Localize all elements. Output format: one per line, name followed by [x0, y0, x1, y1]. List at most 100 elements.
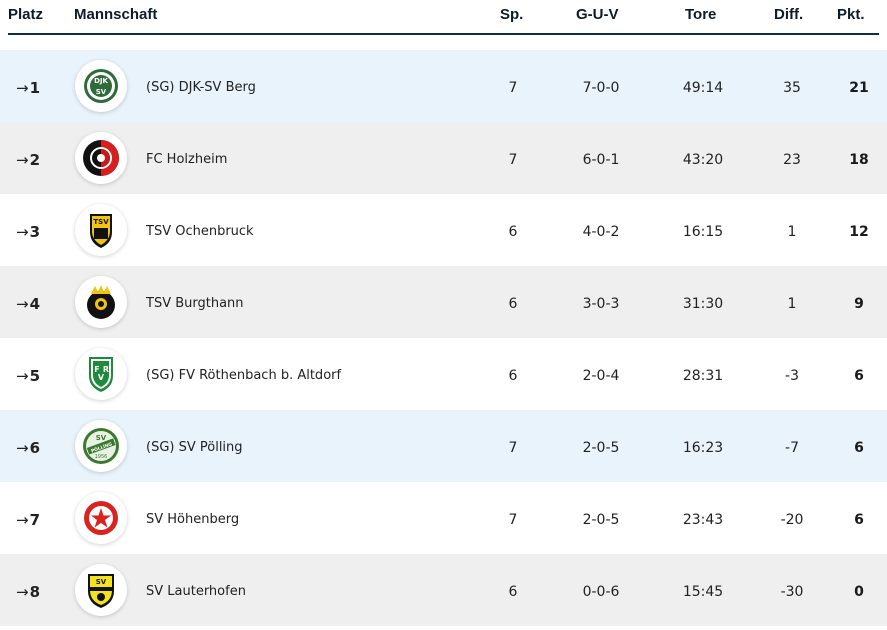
crest-text: SV — [96, 88, 107, 96]
table-row[interactable]: →2 FC Holzheim 7 6-0-1 43:20 23 18 — [0, 122, 887, 194]
fv-roethenbach-crest-icon[interactable]: F V R — [75, 348, 127, 400]
goals: 49:14 — [682, 80, 724, 96]
win-draw-loss: 2-0-5 — [582, 512, 620, 528]
column-header-platz: Platz — [8, 6, 44, 23]
team-name[interactable]: (SG) FV Röthenbach b. Altdorf — [146, 368, 342, 383]
crest-text: V — [98, 373, 105, 382]
position-number: 4 — [29, 295, 41, 313]
tsv-burgthann-crest-icon[interactable] — [75, 276, 127, 328]
column-header-mannschaft: Mannschaft — [74, 6, 158, 23]
points: 18 — [849, 152, 869, 168]
table-row[interactable]: →7 SV Höhenberg 7 2-0-5 23:43 -20 6 — [0, 482, 887, 554]
points: 0 — [854, 584, 864, 600]
trend-arrow-icon: → — [16, 79, 29, 97]
games-played: 6 — [508, 296, 518, 312]
points: 6 — [854, 440, 864, 456]
table-row[interactable]: →1 DJK SV (SG) DJK-SV Berg 7 7-0-0 49:14… — [0, 50, 887, 122]
points: 6 — [854, 368, 864, 384]
position-number: 8 — [29, 583, 41, 601]
team-name[interactable]: (SG) SV Pölling — [146, 440, 243, 455]
goal-difference: 23 — [783, 152, 801, 168]
position-cell: →2 — [16, 122, 40, 194]
goals: 31:30 — [682, 296, 724, 312]
goal-difference: -7 — [785, 440, 799, 456]
goals: 28:31 — [682, 368, 724, 384]
goal-difference: -30 — [780, 584, 804, 600]
crest-text: F — [94, 365, 99, 374]
position-number: 2 — [29, 151, 41, 169]
position-cell: →1 — [16, 50, 40, 122]
sv-lauterhofen-crest-icon[interactable]: SV — [75, 564, 127, 616]
position-cell: →5 — [16, 338, 40, 410]
points: 6 — [854, 512, 864, 528]
crest-text: TSV — [93, 218, 109, 226]
games-played: 7 — [508, 152, 518, 168]
trend-arrow-icon: → — [16, 583, 29, 601]
trend-arrow-icon: → — [16, 151, 29, 169]
sv-hoehenberg-crest-icon[interactable] — [75, 492, 127, 544]
trend-arrow-icon: → — [16, 223, 29, 241]
win-draw-loss: 6-0-1 — [582, 152, 620, 168]
win-draw-loss: 2-0-5 — [582, 440, 620, 456]
position-cell: →6 — [16, 410, 40, 482]
crest-text: SV — [96, 578, 107, 586]
crest-text: R — [103, 365, 109, 374]
team-name[interactable]: FC Holzheim — [146, 152, 228, 167]
position-cell: →3 — [16, 194, 40, 266]
goals: 23:43 — [682, 512, 724, 528]
tsv-ochenbruck-crest-icon[interactable]: TSV — [75, 204, 127, 256]
trend-arrow-icon: → — [16, 295, 29, 313]
goals: 16:15 — [682, 224, 724, 240]
table-row[interactable]: →3 TSV TSV Ochenbruck 6 4-0-2 16:15 1 12 — [0, 194, 887, 266]
team-name[interactable]: TSV Burgthann — [146, 296, 244, 311]
win-draw-loss: 4-0-2 — [582, 224, 620, 240]
win-draw-loss: 2-0-4 — [582, 368, 620, 384]
team-name[interactable]: SV Lauterhofen — [146, 584, 246, 599]
team-name[interactable]: TSV Ochenbruck — [146, 224, 254, 239]
column-header-pkt: Pkt. — [837, 6, 865, 23]
table-row[interactable]: →8 SV SV Lauterhofen 6 0-0-6 15:45 -30 0 — [0, 554, 887, 626]
trend-arrow-icon: → — [16, 511, 29, 529]
games-played: 6 — [508, 368, 518, 384]
goal-difference: 1 — [787, 296, 797, 312]
column-header-diff: Diff. — [774, 6, 804, 23]
fc-holzheim-crest-icon[interactable] — [75, 132, 127, 184]
crest-text: SV — [96, 434, 107, 442]
column-header-guv: G-U-V — [576, 6, 619, 23]
djk-sv-berg-crest-icon[interactable]: DJK SV — [75, 60, 127, 112]
points: 12 — [849, 224, 869, 240]
team-name[interactable]: SV Höhenberg — [146, 512, 240, 527]
team-name[interactable]: (SG) DJK-SV Berg — [146, 80, 256, 95]
games-played: 7 — [508, 440, 518, 456]
trend-arrow-icon: → — [16, 439, 29, 457]
goal-difference: -20 — [780, 512, 804, 528]
position-number: 7 — [29, 511, 41, 529]
crest-text: 1956 — [95, 454, 108, 460]
games-played: 6 — [508, 224, 518, 240]
trend-arrow-icon: → — [16, 367, 29, 385]
table-header: Platz Mannschaft Sp. G-U-V Tore Diff. Pk… — [8, 0, 879, 35]
games-played: 6 — [508, 584, 518, 600]
position-number: 1 — [29, 79, 41, 97]
position-cell: →8 — [16, 554, 40, 626]
goals: 43:20 — [682, 152, 724, 168]
goals: 15:45 — [682, 584, 724, 600]
table-row[interactable]: →5 F V R (SG) FV Röthenbach b. Altdorf 6… — [0, 338, 887, 410]
position-number: 6 — [29, 439, 41, 457]
position-number: 5 — [29, 367, 41, 385]
points: 9 — [854, 296, 864, 312]
column-header-tore: Tore — [685, 6, 717, 23]
table-row[interactable]: →4 TSV Burgthann 6 3-0-3 31:30 1 9 — [0, 266, 887, 338]
position-number: 3 — [29, 223, 41, 241]
table-row[interactable]: →6 SV PÖLLING 1956 (SG) SV Pölling 7 2-0… — [0, 410, 887, 482]
goal-difference: 35 — [783, 80, 801, 96]
goal-difference: 1 — [787, 224, 797, 240]
position-cell: →4 — [16, 266, 40, 338]
column-header-sp: Sp. — [500, 6, 524, 23]
win-draw-loss: 7-0-0 — [582, 80, 620, 96]
goal-difference: -3 — [785, 368, 799, 384]
position-cell: →7 — [16, 482, 40, 554]
win-draw-loss: 3-0-3 — [582, 296, 620, 312]
sv-poelling-crest-icon[interactable]: SV PÖLLING 1956 — [75, 420, 127, 472]
games-played: 7 — [508, 80, 518, 96]
